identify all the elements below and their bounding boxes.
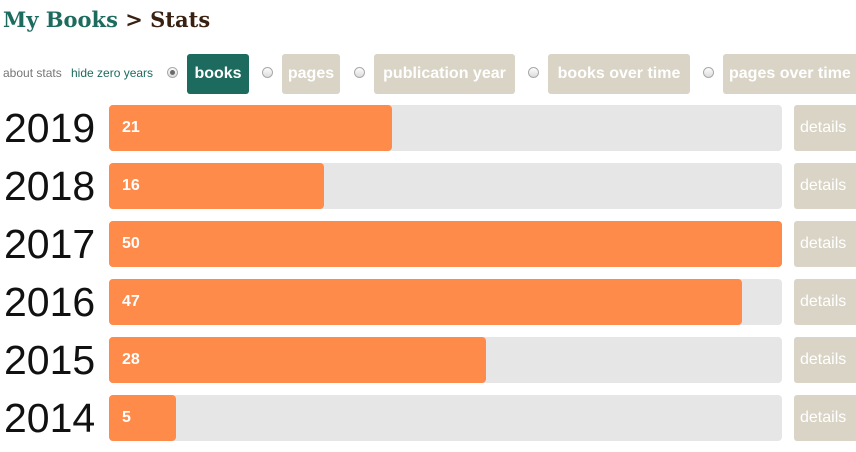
details-button[interactable]: details	[794, 279, 856, 325]
bar: 50	[109, 221, 782, 267]
bar-value-label: 28	[122, 351, 140, 368]
bar-track: 50	[109, 221, 782, 267]
stats-controls: about stats hide zero years books pages …	[0, 54, 856, 94]
tab-books[interactable]: books	[187, 54, 249, 94]
details-button[interactable]: details	[794, 395, 856, 441]
bar-value-label: 5	[122, 409, 131, 426]
breadcrumb: My Books > Stats	[3, 4, 210, 36]
radio-pages-over-time[interactable]	[703, 67, 714, 78]
breadcrumb-my-books-link[interactable]: My Books	[3, 7, 118, 32]
year-label: 2016	[4, 279, 96, 325]
radio-publication-year[interactable]	[354, 67, 365, 78]
year-label: 2014	[4, 395, 96, 441]
details-button[interactable]: details	[794, 221, 856, 267]
radio-pages[interactable]	[262, 67, 273, 78]
bar: 28	[109, 337, 486, 383]
hide-zero-years-link[interactable]: hide zero years	[71, 66, 154, 80]
breadcrumb-separator: >	[125, 7, 143, 32]
about-stats-link[interactable]: about stats	[3, 66, 62, 80]
year-label: 2017	[4, 221, 96, 267]
bar: 47	[109, 279, 742, 325]
year-row: 2016 47 details	[0, 278, 856, 326]
tab-pages-over-time[interactable]: pages over time	[723, 54, 856, 94]
details-button[interactable]: details	[794, 163, 856, 209]
bar: 5	[109, 395, 176, 441]
year-row: 2017 50 details	[0, 220, 856, 268]
tab-pages[interactable]: pages	[282, 54, 340, 94]
year-row: 2019 21 details	[0, 104, 856, 152]
tab-books-over-time[interactable]: books over time	[548, 54, 690, 94]
year-label: 2019	[4, 105, 96, 151]
bar-track: 47	[109, 279, 782, 325]
details-button[interactable]: details	[794, 337, 856, 383]
radio-books[interactable]	[167, 67, 178, 78]
bar-track: 28	[109, 337, 782, 383]
bar-track: 5	[109, 395, 782, 441]
page-title: Stats	[150, 7, 211, 32]
radio-books-over-time[interactable]	[528, 67, 539, 78]
bar-value-label: 21	[122, 119, 140, 136]
year-row: 2015 28 details	[0, 336, 856, 384]
details-button[interactable]: details	[794, 105, 856, 151]
bar-value-label: 50	[122, 235, 140, 252]
year-row: 2014 5 details	[0, 394, 856, 442]
year-label: 2018	[4, 163, 96, 209]
tab-publication-year[interactable]: publication year	[374, 54, 515, 94]
bar-value-label: 16	[122, 177, 140, 194]
bar-value-label: 47	[122, 293, 140, 310]
bar: 16	[109, 163, 324, 209]
bar-track: 16	[109, 163, 782, 209]
bar-track: 21	[109, 105, 782, 151]
year-row: 2018 16 details	[0, 162, 856, 210]
bar: 21	[109, 105, 392, 151]
year-label: 2015	[4, 337, 96, 383]
